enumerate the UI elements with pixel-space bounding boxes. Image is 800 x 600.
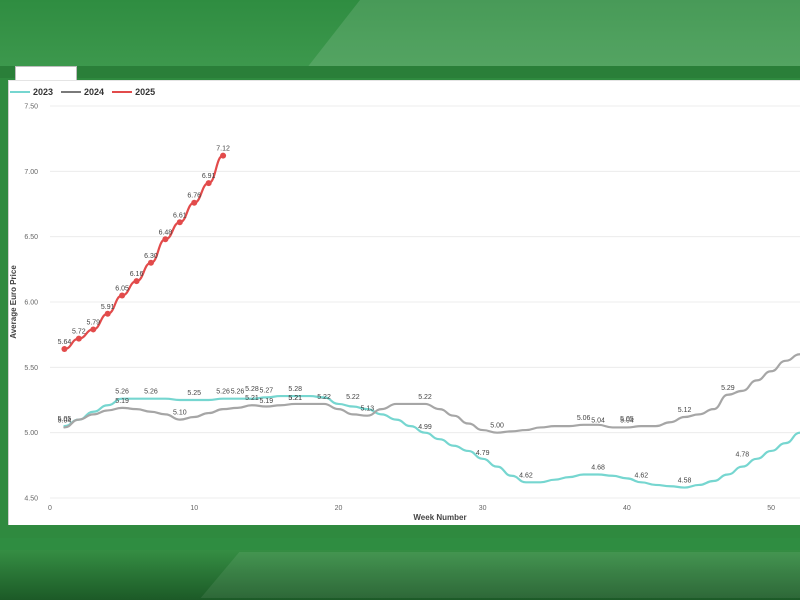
series-point-2025[interactable] xyxy=(147,259,154,266)
data-label: 4.58 xyxy=(678,478,692,485)
banner-stripe xyxy=(0,538,800,550)
data-label: 6.48 xyxy=(159,229,173,236)
top-banner xyxy=(0,0,800,78)
y-tick-label: 6.50 xyxy=(24,234,38,241)
legend-label-2024: 2024 xyxy=(84,87,105,97)
data-label: 4.62 xyxy=(635,472,649,479)
data-label: 4.99 xyxy=(418,424,432,431)
data-label: 5.04 xyxy=(58,417,72,424)
y-tick-label: 7.50 xyxy=(24,104,38,111)
series-point-2025[interactable] xyxy=(61,346,68,353)
series-lines xyxy=(61,152,800,489)
series-point-2025[interactable] xyxy=(205,180,212,187)
axes: 4.50 5.00 5.50 6.00 6.50 7.00 7.50 0 10 20 30 40 50 xyxy=(24,104,775,513)
data-label: 5.04 xyxy=(620,417,634,424)
data-label: 6.91 xyxy=(202,173,216,180)
data-label: 6.61 xyxy=(173,212,187,219)
data-label: 5.00 xyxy=(490,423,504,430)
data-label: 5.21 xyxy=(288,395,302,402)
series-point-2025[interactable] xyxy=(220,152,227,159)
legend-item-2025[interactable]: 2025 xyxy=(112,87,155,97)
data-label: 5.29 xyxy=(721,385,735,392)
y-axis-title: Average Euro Price xyxy=(9,265,18,339)
data-label: 5.26 xyxy=(216,389,230,396)
data-label: 5.91 xyxy=(101,304,115,311)
data-label: 5.22 xyxy=(346,394,360,401)
data-label: 6.16 xyxy=(130,271,144,278)
x-tick-label: 10 xyxy=(190,505,198,512)
data-label: 5.28 xyxy=(288,386,302,393)
data-labels: 5.645.725.79 5.91 6.056.16 6.30 6.48 6.61 6.76… xyxy=(58,146,750,485)
legend-swatch-2023 xyxy=(10,91,30,93)
data-label: 6.30 xyxy=(144,253,158,260)
series-line-2024 xyxy=(63,353,800,434)
data-label: 5.64 xyxy=(58,339,72,346)
x-tick-label: 50 xyxy=(767,505,775,512)
data-label: 5.12 xyxy=(678,407,692,414)
x-tick-label: 0 xyxy=(48,505,52,512)
legend-label-2023: 2023 xyxy=(33,87,54,97)
gridlines xyxy=(50,105,800,499)
data-label: 5.22 xyxy=(317,394,331,401)
x-tick-label: 30 xyxy=(479,505,487,512)
data-label: 5.72 xyxy=(72,329,86,336)
data-label: 5.05 xyxy=(58,416,72,423)
series-line-2023 xyxy=(63,394,800,489)
data-label: 5.79 xyxy=(86,319,100,326)
series-point-2025[interactable] xyxy=(75,335,82,342)
series-point-2025[interactable] xyxy=(119,292,126,299)
series-point-2025[interactable] xyxy=(133,278,140,285)
data-label: 5.13 xyxy=(360,406,374,413)
data-label: 5.26 xyxy=(144,389,158,396)
data-label: 5.22 xyxy=(418,394,432,401)
x-tick-label: 40 xyxy=(623,505,631,512)
legend-item-2023[interactable]: 2023 xyxy=(10,87,53,97)
series-point-2025[interactable] xyxy=(104,310,111,317)
data-label: 5.21 xyxy=(288,395,302,402)
y-tick-label: 5.00 xyxy=(24,430,38,437)
data-label: 5.26 xyxy=(231,389,245,396)
series-point-2025[interactable] xyxy=(162,236,169,243)
legend-swatch-2025 xyxy=(112,91,133,93)
data-label: 4.68 xyxy=(591,464,605,471)
data-label: 5.25 xyxy=(187,390,201,397)
y-tick-label: 4.50 xyxy=(24,496,38,503)
bottom-banner xyxy=(0,538,800,600)
x-tick-label: 20 xyxy=(335,505,343,512)
y-tick-label: 6.00 xyxy=(24,300,38,307)
data-label: 7.12 xyxy=(216,146,230,153)
data-label: 4.79 xyxy=(476,450,490,457)
data-label: 5.26 xyxy=(115,389,129,396)
data-label: 5.04 xyxy=(591,417,605,424)
data-label: 5.28 xyxy=(245,386,259,393)
data-label: 5.10 xyxy=(173,410,187,417)
data-label: 5.27 xyxy=(260,387,274,394)
y-tick-label: 7.00 xyxy=(24,169,38,176)
legend-item-2024[interactable]: 2024 xyxy=(61,87,104,97)
series-point-2025[interactable] xyxy=(176,219,183,226)
legend-label-2025: 2025 xyxy=(135,87,156,97)
legend-swatch-2024 xyxy=(61,91,82,93)
series-point-2025[interactable] xyxy=(191,199,198,206)
banner-strip xyxy=(0,66,800,78)
data-label: 5.06 xyxy=(577,415,591,422)
chart-legend: 2023 2024 2025 xyxy=(10,85,155,99)
data-label: 5.05 xyxy=(620,416,634,423)
data-label: 4.62 xyxy=(519,472,533,479)
data-label: 6.05 xyxy=(115,285,129,292)
tab-stub[interactable] xyxy=(15,66,77,81)
data-label: 5.19 xyxy=(115,398,129,405)
y-tick-label: 5.50 xyxy=(24,365,38,372)
data-label: 5.21 xyxy=(245,395,259,402)
x-axis-title: Week Number xyxy=(413,513,466,522)
data-label: 5.19 xyxy=(260,398,274,405)
series-point-2025[interactable] xyxy=(90,326,97,333)
data-label: 4.78 xyxy=(735,451,749,458)
data-label: 6.76 xyxy=(187,193,201,200)
